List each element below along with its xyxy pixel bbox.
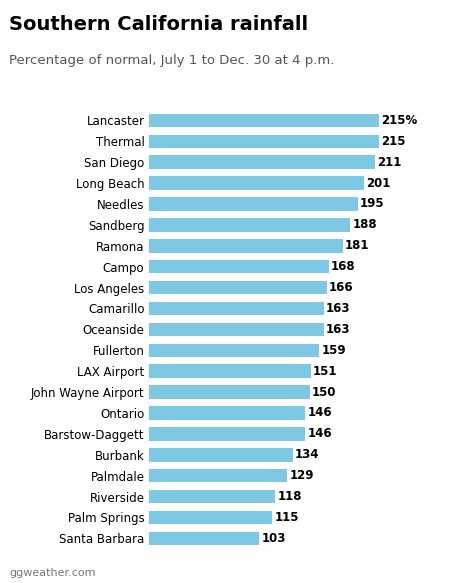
Text: 163: 163 — [326, 323, 350, 336]
Text: 129: 129 — [289, 469, 314, 482]
Bar — [149, 239, 343, 252]
Bar — [149, 364, 310, 378]
Text: 201: 201 — [366, 177, 391, 189]
Bar — [149, 322, 324, 336]
Text: 195: 195 — [360, 198, 384, 210]
Bar — [149, 448, 292, 462]
Text: 146: 146 — [308, 406, 332, 420]
Text: 181: 181 — [345, 239, 369, 252]
Text: 188: 188 — [352, 219, 377, 231]
Bar — [149, 260, 329, 273]
Text: Southern California rainfall: Southern California rainfall — [9, 15, 309, 34]
Bar — [149, 427, 305, 441]
Text: 151: 151 — [313, 365, 337, 378]
Bar — [149, 490, 275, 503]
Bar — [149, 156, 375, 169]
Bar — [149, 343, 319, 357]
Text: 103: 103 — [262, 532, 286, 545]
Bar — [149, 218, 350, 231]
Text: 168: 168 — [331, 260, 356, 273]
Text: 211: 211 — [377, 156, 401, 168]
Bar — [149, 197, 358, 211]
Text: 166: 166 — [329, 281, 354, 294]
Text: 150: 150 — [312, 385, 336, 399]
Bar — [149, 135, 379, 148]
Text: Percentage of normal, July 1 to Dec. 30 at 4 p.m.: Percentage of normal, July 1 to Dec. 30 … — [9, 54, 335, 66]
Text: 146: 146 — [308, 427, 332, 440]
Bar — [149, 511, 272, 524]
Text: 163: 163 — [326, 302, 350, 315]
Text: 215%: 215% — [381, 114, 418, 127]
Text: ggweather.com: ggweather.com — [9, 568, 96, 578]
Bar — [149, 469, 287, 483]
Bar — [149, 385, 310, 399]
Text: 215: 215 — [381, 135, 406, 148]
Bar — [149, 406, 305, 420]
Bar — [149, 281, 327, 294]
Text: 159: 159 — [321, 344, 346, 357]
Text: 134: 134 — [295, 448, 319, 461]
Bar — [149, 176, 364, 190]
Bar — [149, 114, 379, 127]
Bar — [149, 532, 259, 545]
Text: 115: 115 — [274, 511, 299, 524]
Bar — [149, 302, 324, 315]
Text: 118: 118 — [278, 490, 302, 503]
